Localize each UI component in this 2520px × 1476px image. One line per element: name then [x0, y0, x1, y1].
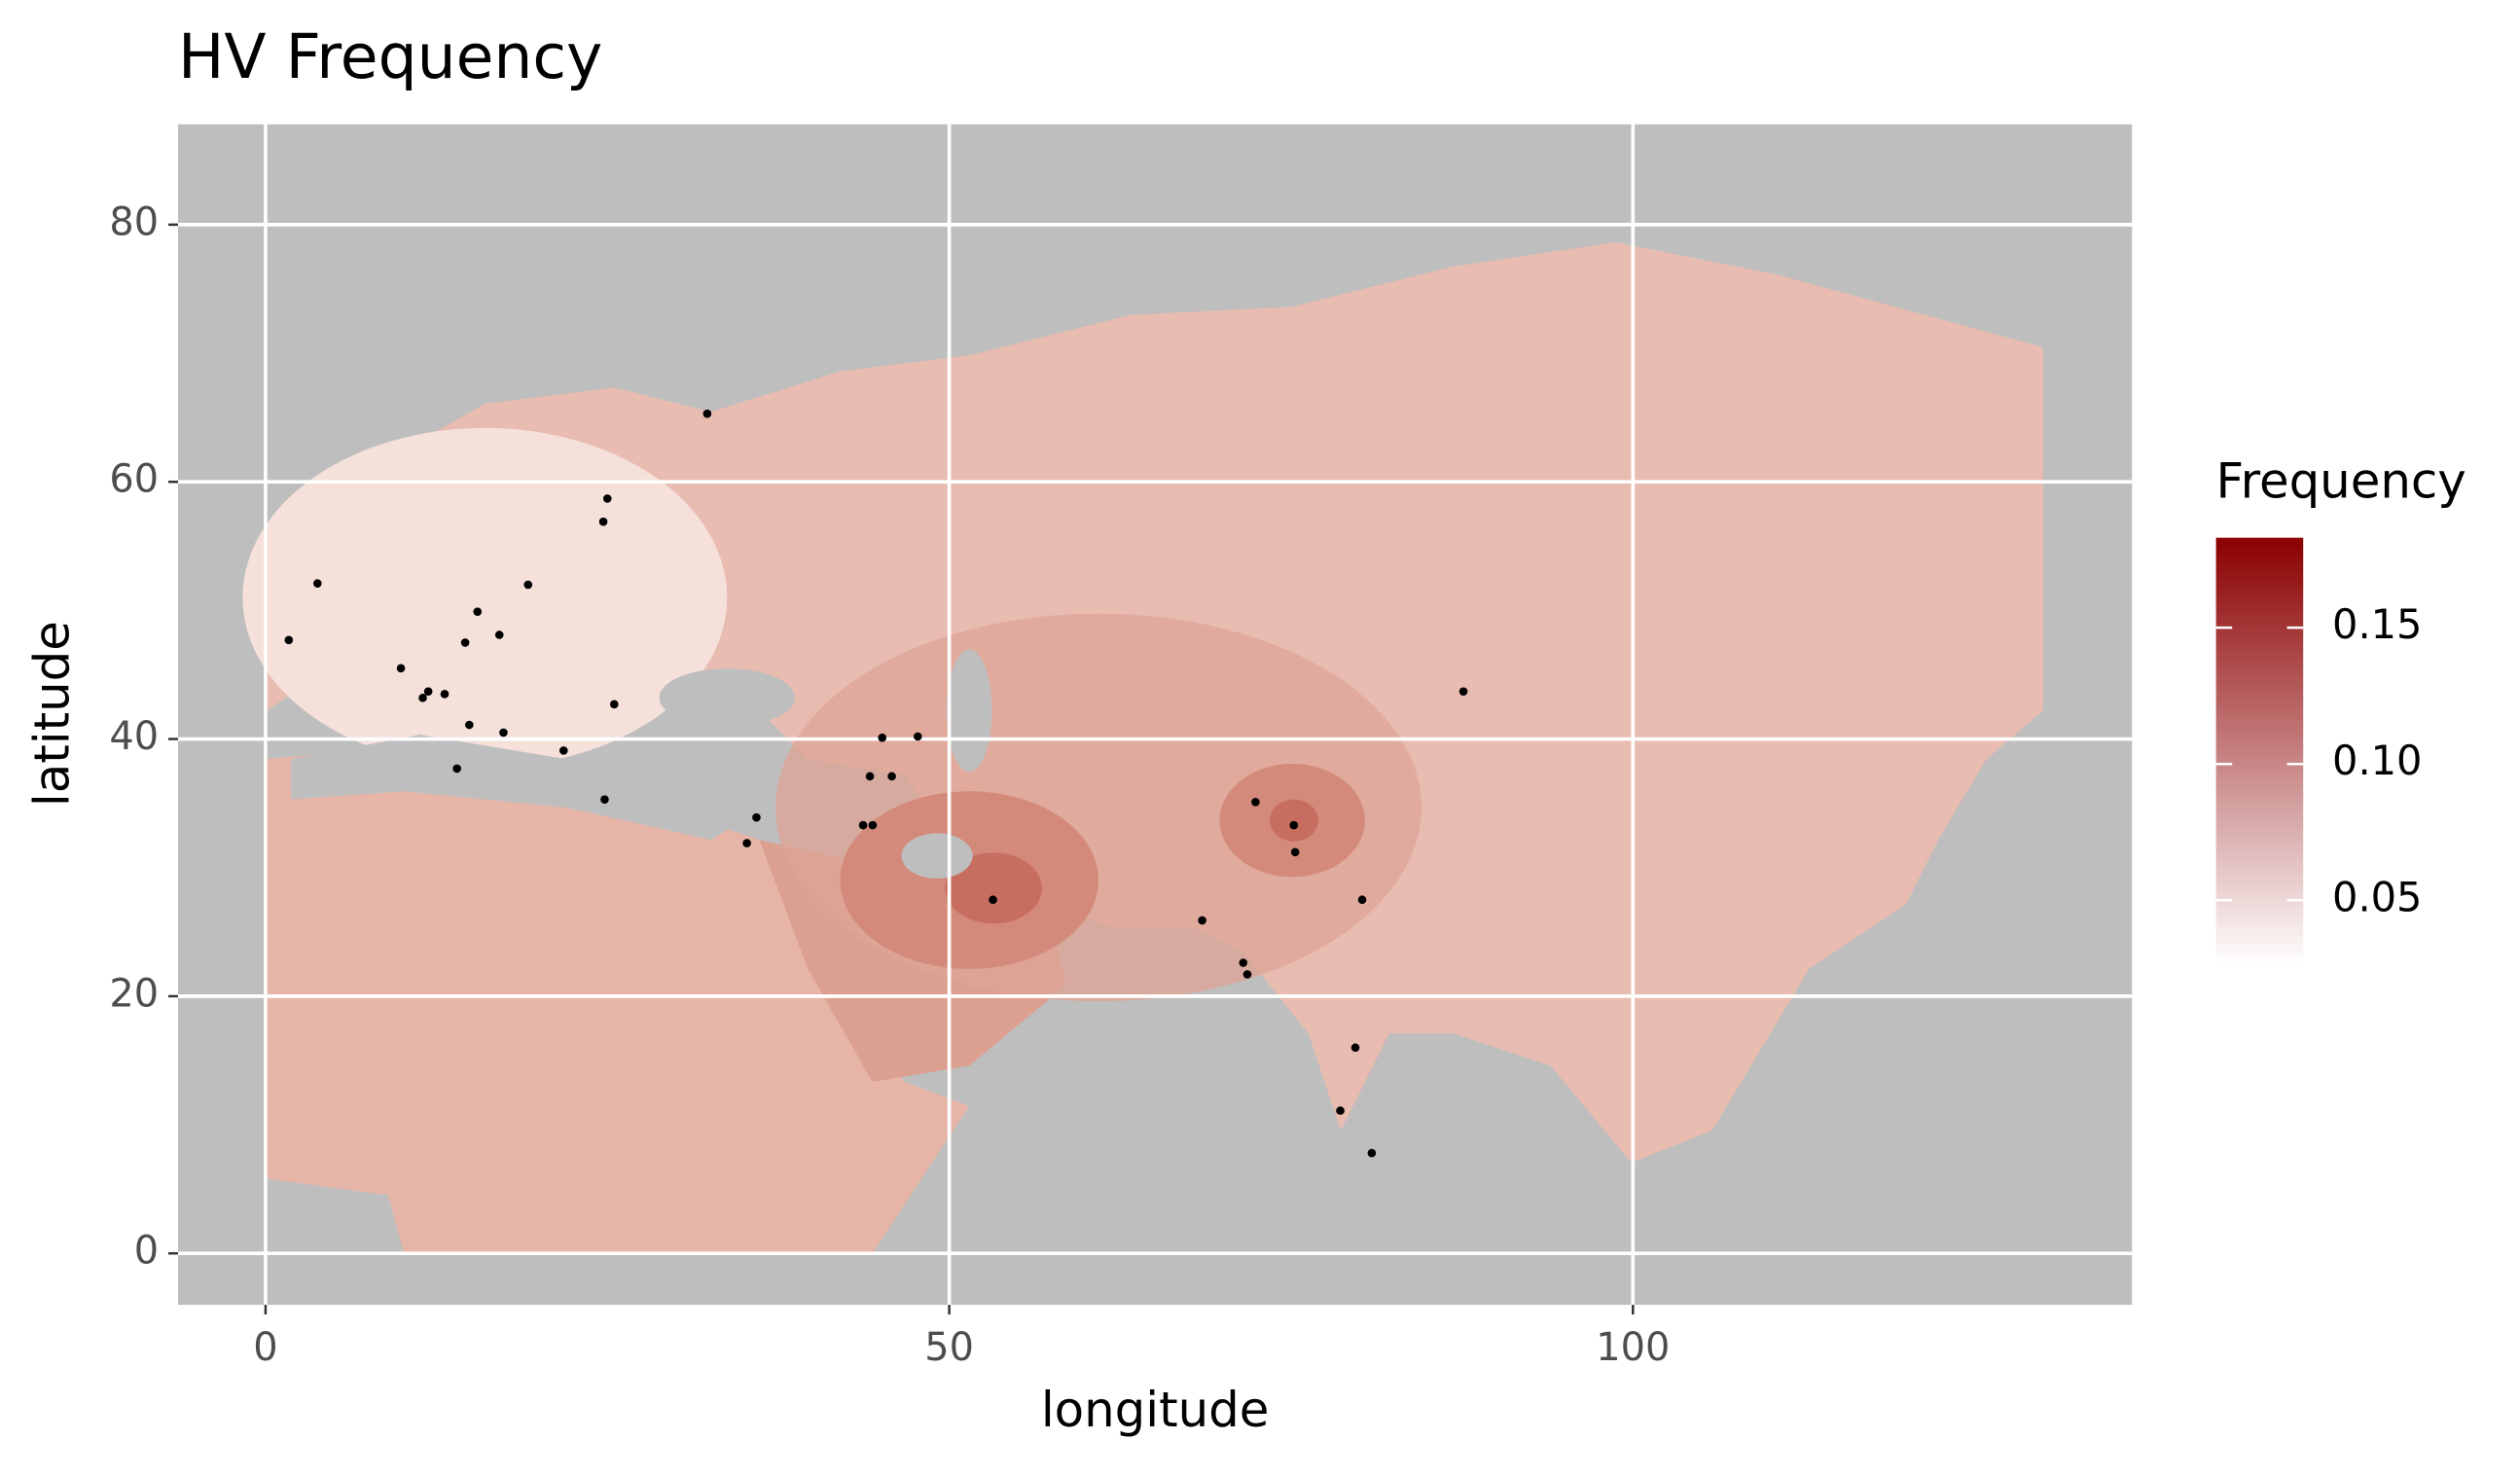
site-point [878, 733, 887, 742]
site-point [598, 517, 608, 526]
site-point [423, 687, 433, 696]
contour-core2 [1269, 799, 1318, 842]
x-tick-label: 100 [1596, 1325, 1670, 1370]
site-point [1290, 847, 1300, 857]
contour-europe [242, 427, 728, 768]
site-point [602, 494, 612, 503]
site-point [523, 580, 533, 590]
site-point [1357, 895, 1367, 905]
site-point [558, 746, 568, 755]
site-point [752, 812, 761, 822]
y-tick-label: 80 [109, 199, 159, 244]
x-tick-label: 0 [253, 1325, 277, 1370]
site-point [473, 607, 483, 617]
mediterranean [291, 735, 752, 841]
grid [177, 124, 2133, 1306]
site-point [1289, 820, 1299, 830]
site-point [313, 579, 322, 588]
site-point [452, 764, 461, 774]
site-point [440, 689, 450, 699]
site-point [887, 772, 896, 781]
site-point [460, 638, 470, 647]
site-point [396, 664, 406, 673]
x-tick-label: 50 [924, 1325, 974, 1370]
site-point [609, 700, 619, 709]
site-point [1458, 687, 1468, 696]
site-point [494, 630, 504, 639]
legend-title: Frequency [2216, 452, 2466, 509]
site-point [1239, 958, 1248, 967]
site-point [865, 772, 875, 781]
legend-tick-label: 0.05 [2332, 873, 2422, 920]
site-point [742, 839, 751, 847]
caspian-sea [947, 649, 992, 773]
y-tick-label: 40 [109, 714, 159, 759]
site-point [1367, 1148, 1377, 1158]
legend-tick-label: 0.15 [2332, 600, 2422, 648]
site-point [284, 635, 294, 645]
y-axis-label: latitude [23, 621, 80, 807]
land [242, 241, 2043, 1253]
site-point [499, 728, 508, 738]
color-bar [2215, 537, 2304, 966]
chart-title: HV Frequency [178, 20, 602, 92]
site-point [702, 409, 712, 418]
site-point [1242, 970, 1252, 979]
site-point [600, 795, 609, 804]
site-point [465, 720, 474, 730]
black-sea [659, 668, 795, 727]
site-point [1350, 1043, 1360, 1053]
site-point [418, 693, 427, 702]
site-point [858, 820, 868, 830]
y-tick-label: 0 [134, 1229, 159, 1274]
persian-gulf [901, 833, 973, 879]
africa [267, 745, 970, 1253]
points [284, 409, 1468, 1158]
site-point [913, 732, 922, 741]
site-point [1198, 916, 1206, 925]
site-point [1336, 1106, 1345, 1115]
y-tick-label: 60 [109, 457, 159, 502]
site-point [989, 895, 997, 905]
site-point [868, 820, 878, 830]
y-tick-label: 20 [109, 971, 159, 1016]
legend-tick-label: 0.10 [2332, 737, 2422, 784]
contour-core1 [945, 852, 1042, 924]
site-point [1251, 797, 1260, 807]
x-axis-label: longitude [1041, 1382, 1270, 1438]
